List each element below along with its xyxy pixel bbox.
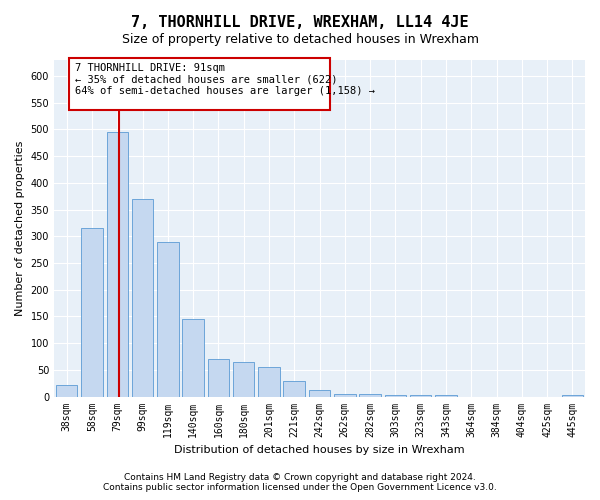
Bar — [157, 242, 179, 396]
Text: 64% of semi-detached houses are larger (1,158) →: 64% of semi-detached houses are larger (… — [75, 86, 375, 96]
Y-axis label: Number of detached properties: Number of detached properties — [15, 140, 25, 316]
Bar — [334, 394, 356, 396]
Text: Size of property relative to detached houses in Wrexham: Size of property relative to detached ho… — [121, 32, 479, 46]
X-axis label: Distribution of detached houses by size in Wrexham: Distribution of detached houses by size … — [174, 445, 465, 455]
Bar — [258, 367, 280, 396]
Text: Contains HM Land Registry data © Crown copyright and database right 2024.
Contai: Contains HM Land Registry data © Crown c… — [103, 473, 497, 492]
Bar — [132, 199, 153, 396]
Bar — [182, 319, 204, 396]
Text: ← 35% of detached houses are smaller (622): ← 35% of detached houses are smaller (62… — [75, 74, 337, 85]
Text: 7, THORNHILL DRIVE, WREXHAM, LL14 4JE: 7, THORNHILL DRIVE, WREXHAM, LL14 4JE — [131, 15, 469, 30]
Bar — [233, 362, 254, 396]
Bar — [81, 228, 103, 396]
Bar — [56, 385, 77, 396]
Bar — [309, 390, 330, 396]
Bar — [359, 394, 381, 396]
Text: 7 THORNHILL DRIVE: 91sqm: 7 THORNHILL DRIVE: 91sqm — [75, 63, 225, 73]
Bar — [283, 380, 305, 396]
Bar — [208, 359, 229, 397]
Bar — [107, 132, 128, 396]
